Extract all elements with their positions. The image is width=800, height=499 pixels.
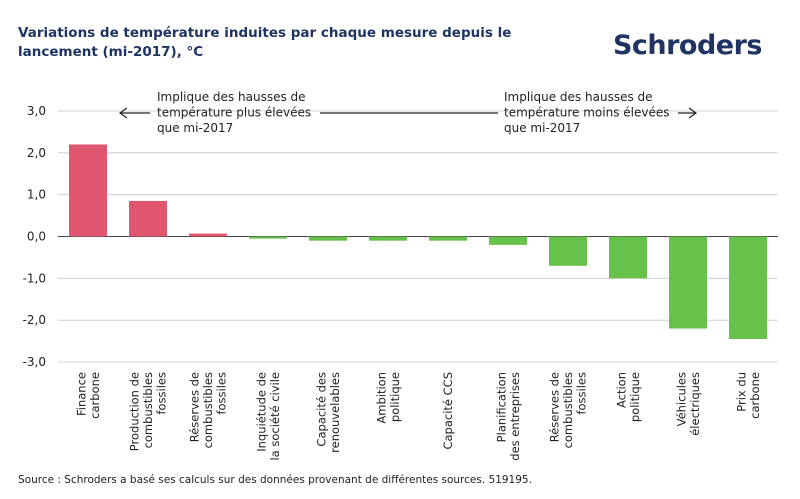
arrow-left-head — [118, 107, 128, 119]
annotation-left: Implique des hausses de température plus … — [157, 90, 311, 135]
bar-1 — [129, 200, 167, 237]
x-axis-labels: Financecarbone Production decombustiblesf… — [74, 372, 762, 461]
x-tick-label: Planificationdes entreprises — [494, 372, 522, 461]
bar-9 — [609, 236, 647, 279]
bar-6 — [429, 236, 467, 241]
x-tick-label: Actionpolitique — [614, 372, 642, 422]
annotation-right: Implique des hausses de température moins… — [504, 90, 670, 135]
svg-text:Capacité desrenouvelables: Capacité desrenouvelables — [314, 372, 342, 453]
bar-7 — [489, 236, 527, 245]
annotations: Implique des hausses de température plus … — [118, 90, 698, 135]
x-tick-label: Inquiétude dela société civile — [254, 372, 282, 461]
bar-2 — [189, 233, 227, 237]
x-tick-label: Ambitionpolitique — [374, 372, 402, 424]
svg-text:Inquiétude dela société civile: Inquiétude dela société civile — [254, 372, 282, 461]
x-tick-label: Capacité CCS — [441, 372, 455, 450]
y-tick-label: -2,0 — [23, 313, 46, 327]
svg-text:Financecarbone: Financecarbone — [74, 372, 102, 419]
svg-text:Réserves decombustiblesfossile: Réserves decombustiblesfossiles — [548, 372, 589, 448]
x-tick-label: Réserves decombustiblesfossiles — [548, 372, 589, 448]
y-tick-label: 1,0 — [27, 188, 46, 202]
svg-text:Véhiculesélectriques: Véhiculesélectriques — [674, 372, 702, 436]
bar-3 — [249, 236, 287, 239]
x-tick-label: Réserves decombustiblesfossiles — [188, 372, 229, 448]
y-tick-label: -1,0 — [23, 271, 46, 285]
y-tick-label: -3,0 — [23, 355, 46, 369]
chart-title: Variations de température induites par c… — [18, 25, 512, 60]
schroders-logo: Schroders — [612, 30, 763, 61]
bar-5 — [369, 236, 407, 241]
svg-text:Production decombustiblesfossi: Production decombustiblesfossiles — [128, 372, 169, 451]
bar-11 — [729, 236, 767, 339]
grid-layer — [58, 110, 778, 363]
svg-text:Réserves decombustiblesfossile: Réserves decombustiblesfossiles — [188, 372, 229, 448]
bar-chart: 3,0 2,0 1,0 0,0 -1,0 -2,0 -3,0 Financecarbone P… — [23, 90, 778, 461]
bar-0 — [69, 144, 107, 237]
bar-4 — [309, 236, 347, 241]
svg-text:Prix ducarbone: Prix ducarbone — [734, 372, 762, 419]
source-note: Source : Schroders a basé ses calculs su… — [18, 474, 532, 486]
svg-text:Actionpolitique: Actionpolitique — [614, 372, 642, 422]
y-tick-label: 3,0 — [27, 104, 46, 118]
x-tick-label: Financecarbone — [74, 372, 102, 419]
bar-8 — [549, 236, 587, 266]
x-tick-label: Prix ducarbone — [734, 372, 762, 419]
arrow-right-head — [688, 107, 698, 119]
svg-text:Planificationdes entreprises: Planificationdes entreprises — [494, 372, 522, 461]
x-tick-label: Capacité desrenouvelables — [314, 372, 342, 453]
svg-text:Ambitionpolitique: Ambitionpolitique — [374, 372, 402, 424]
y-tick-label: 0,0 — [27, 230, 46, 244]
svg-text:Capacité CCS: Capacité CCS — [441, 372, 455, 450]
y-tick-label: 2,0 — [27, 146, 46, 160]
x-tick-label: Production decombustiblesfossiles — [128, 372, 169, 451]
bars-layer — [69, 144, 767, 339]
x-tick-label: Véhiculesélectriques — [674, 372, 702, 436]
bar-10 — [669, 236, 707, 329]
y-axis-ticks: 3,0 2,0 1,0 0,0 -1,0 -2,0 -3,0 — [23, 104, 46, 369]
